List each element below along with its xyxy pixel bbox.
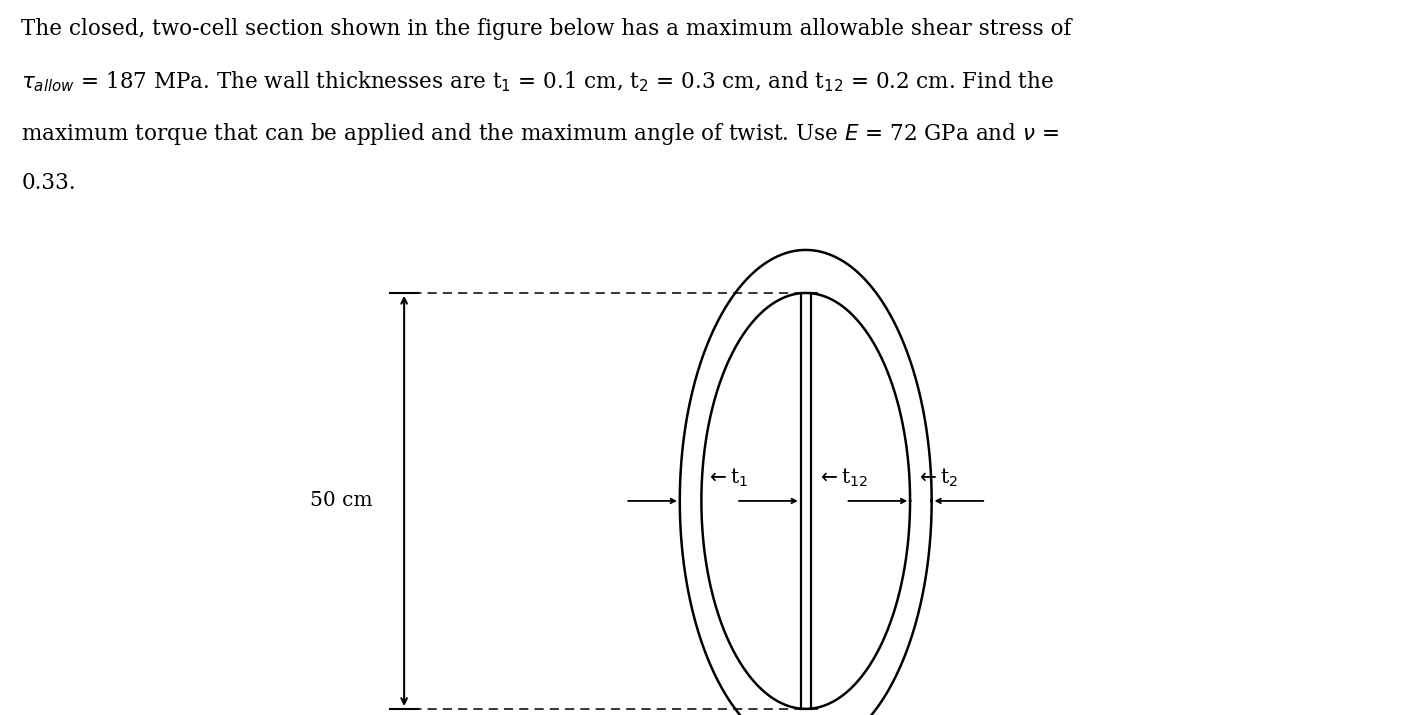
Text: $\tau_{allow}$ = 187 MPa. The wall thicknesses are t$_1$ = 0.1 cm, t$_2$ = 0.3 c: $\tau_{allow}$ = 187 MPa. The wall thick… [21,69,1054,94]
Text: 0.33.: 0.33. [21,172,76,194]
Text: The closed, two-cell section shown in the figure below has a maximum allowable s: The closed, two-cell section shown in th… [21,18,1072,40]
Text: $\leftarrow$t$_{12}$: $\leftarrow$t$_{12}$ [817,467,868,490]
Text: $\leftarrow$t$_1$: $\leftarrow$t$_1$ [705,467,748,490]
Text: 50 cm: 50 cm [311,491,372,511]
Text: maximum torque that can be applied and the maximum angle of twist. Use $E$ = 72 : maximum torque that can be applied and t… [21,121,1059,147]
Text: $\leftarrow$t$_2$: $\leftarrow$t$_2$ [916,467,958,490]
